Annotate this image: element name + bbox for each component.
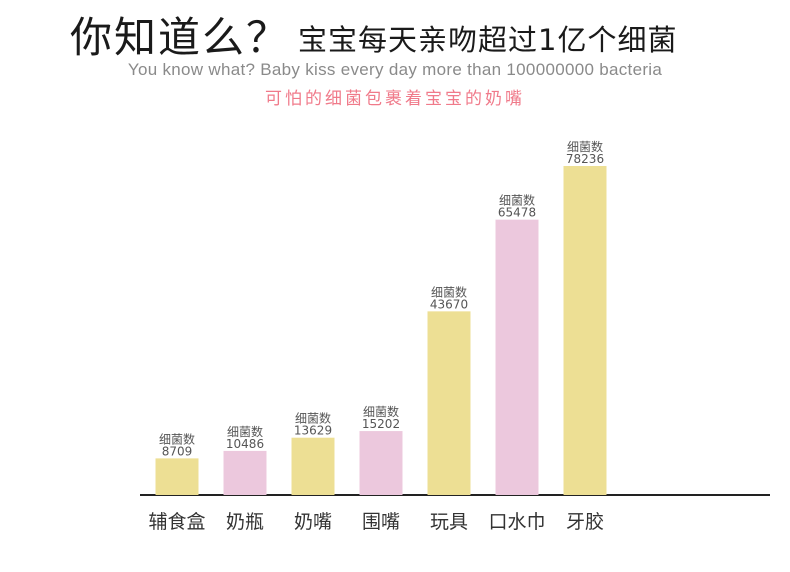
bar-4 (427, 311, 471, 495)
bar-0 (155, 458, 199, 495)
subtitle-chinese: 可怕的细菌包裹着宝宝的奶嘴 (265, 89, 525, 109)
bar-value-label-4: 43670 (430, 297, 468, 311)
category-label-1: 奶瓶 (226, 511, 264, 533)
bar-2 (291, 437, 335, 495)
bar-value-prefix-0: 细菌数 (159, 431, 195, 446)
bar-value-label-6: 78236 (566, 152, 604, 166)
category-label-6: 牙胶 (566, 511, 604, 533)
bar-6 (563, 166, 607, 495)
bar-1 (223, 450, 267, 495)
category-label-5: 口水巾 (488, 511, 545, 533)
bar-value-prefix-2: 细菌数 (295, 411, 331, 426)
page-title: 你知道么？ (70, 13, 291, 62)
bar-3 (359, 431, 403, 495)
title-line: 你知道么？ 宝宝每天亲吻超过1亿个细菌 (0, 10, 790, 66)
subtitle-english: You know what? Baby kiss every day more … (127, 60, 663, 79)
bar-5 (495, 219, 539, 495)
bar-value-prefix-6: 细菌数 (567, 139, 603, 154)
bar-value-prefix-1: 细菌数 (227, 424, 263, 439)
page-title-sub: 宝宝每天亲吻超过1亿个细菌 (298, 23, 678, 57)
category-label-2: 奶嘴 (294, 511, 332, 533)
bar-value-label-1: 10486 (226, 437, 264, 451)
category-label-0: 辅食盒 (148, 511, 205, 533)
bar-value-label-0: 8709 (162, 444, 193, 458)
bar-value-label-3: 15202 (362, 417, 400, 431)
bar-value-prefix-4: 细菌数 (431, 284, 467, 299)
bar-value-prefix-5: 细菌数 (499, 193, 535, 208)
category-label-3: 围嘴 (362, 511, 400, 533)
bar-value-label-5: 65478 (498, 206, 536, 220)
category-label-4: 玩具 (430, 511, 468, 533)
bar-value-prefix-3: 细菌数 (363, 404, 399, 419)
bar-value-label-2: 13629 (294, 424, 332, 438)
